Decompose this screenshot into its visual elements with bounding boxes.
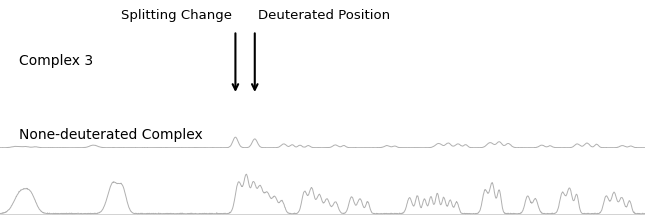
Text: None-deuterated Complex: None-deuterated Complex: [19, 128, 203, 142]
Text: Splitting Change: Splitting Change: [121, 9, 232, 22]
Text: Deuterated Position: Deuterated Position: [258, 9, 390, 22]
Text: Complex 3: Complex 3: [19, 54, 94, 68]
